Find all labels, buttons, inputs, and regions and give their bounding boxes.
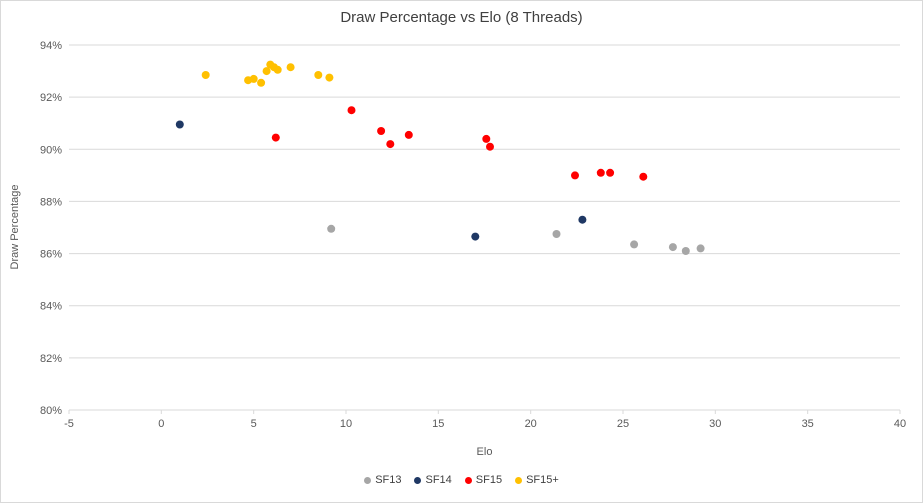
y-tick-label: 92% — [40, 92, 62, 104]
data-point-sf15plus — [262, 67, 271, 76]
y-tick-label: 84% — [40, 301, 62, 313]
x-tick-label: 0 — [158, 418, 164, 430]
data-point-sf15plus — [257, 78, 266, 87]
data-point-sf15 — [482, 134, 491, 143]
x-tick-label: 5 — [251, 418, 257, 430]
y-axis-title: Draw Percentage — [9, 184, 21, 270]
data-point-sf15plus — [201, 71, 210, 79]
data-point-sf15plus — [325, 73, 334, 82]
x-tick-label: 30 — [709, 418, 721, 430]
data-point-sf15plus — [273, 65, 282, 74]
legend-item-sf15: SF15 — [464, 474, 503, 486]
data-point-sf15 — [386, 140, 395, 149]
legend-item-sf14: SF14 — [414, 474, 452, 486]
x-tick-label: 10 — [340, 418, 352, 430]
legend-label-sf14: SF14 — [425, 474, 452, 486]
legend-marker-sf14 — [414, 476, 422, 484]
data-point-sf15 — [606, 168, 615, 177]
data-point-sf15 — [486, 142, 494, 151]
data-point-sf13 — [552, 230, 561, 238]
data-point-sf15 — [271, 133, 280, 142]
y-tick-label: 80% — [40, 405, 62, 417]
data-point-sf13 — [696, 244, 705, 253]
data-point-sf15 — [377, 127, 386, 135]
data-point-sf14 — [471, 232, 480, 241]
data-point-sf15 — [404, 130, 413, 139]
data-point-sf14 — [578, 215, 587, 224]
data-point-sf15 — [347, 106, 356, 115]
x-tick-label: 35 — [802, 418, 814, 430]
x-tick-label: 40 — [894, 418, 906, 430]
x-tick-label: 15 — [432, 418, 444, 430]
legend-marker-sf15 — [464, 476, 472, 484]
legend-marker-sf15plus — [515, 476, 523, 484]
data-point-sf15 — [596, 168, 605, 177]
data-point-sf13 — [630, 240, 639, 249]
legend-label-sf15plus: SF15+ — [526, 474, 559, 486]
y-tick-label: 88% — [40, 196, 62, 208]
legend: SF13 SF14 SF15 SF15+ — [1, 474, 922, 486]
y-tick-label: 94% — [40, 40, 62, 52]
y-tick-label: 86% — [40, 249, 62, 261]
y-tick-label: 90% — [40, 144, 62, 156]
data-point-sf15 — [639, 172, 648, 181]
x-tick-label: 20 — [525, 418, 537, 430]
data-point-sf13 — [681, 247, 690, 255]
x-tick-label: -5 — [64, 418, 74, 430]
data-point-sf15plus — [286, 63, 295, 72]
legend-label-sf15: SF15 — [475, 474, 503, 486]
data-point-sf13 — [668, 243, 677, 252]
legend-marker-sf13 — [364, 476, 372, 484]
y-tick-label: 82% — [40, 353, 62, 365]
data-point-sf15plus — [249, 74, 258, 83]
legend-item-sf13: SF13 — [364, 474, 401, 486]
data-point-sf13 — [327, 224, 336, 233]
chart-title: Draw Percentage vs Elo (8 Threads) — [340, 9, 583, 26]
data-point-sf14 — [175, 120, 184, 129]
x-axis-title: Elo — [476, 446, 493, 458]
legend-label-sf13: SF13 — [375, 474, 402, 486]
data-point-sf15plus — [314, 71, 323, 79]
x-tick-label: 25 — [617, 418, 629, 430]
data-point-sf15 — [571, 171, 579, 180]
legend-item-sf15plus: SF15+ — [515, 474, 559, 486]
